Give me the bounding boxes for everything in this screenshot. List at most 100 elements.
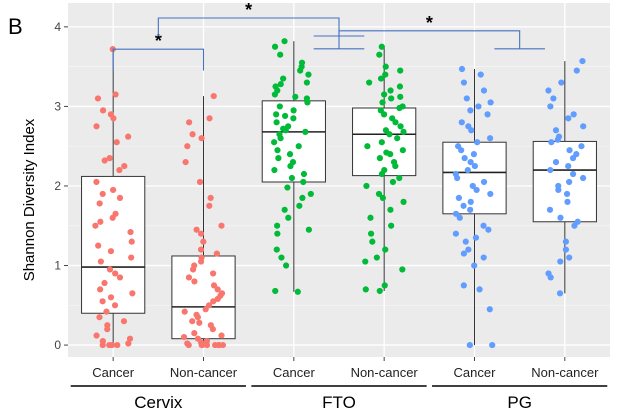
data-point <box>277 51 284 58</box>
data-point <box>476 286 483 293</box>
data-point <box>382 246 389 253</box>
data-point <box>367 214 374 221</box>
data-point <box>486 306 493 313</box>
data-point <box>552 127 560 134</box>
data-point <box>125 340 132 347</box>
panel-background <box>68 3 610 357</box>
data-point <box>381 282 388 289</box>
data-point <box>196 319 203 326</box>
data-point <box>464 166 471 174</box>
data-point <box>376 51 383 58</box>
data-point <box>186 119 193 126</box>
data-point <box>463 95 470 102</box>
data-point <box>380 111 388 118</box>
data-point <box>185 274 193 281</box>
data-point <box>547 166 554 174</box>
data-point <box>214 286 221 293</box>
data-point <box>381 91 388 98</box>
data-point <box>189 131 196 138</box>
significance-bracket: * <box>112 31 205 71</box>
data-point <box>580 123 587 130</box>
data-point <box>397 93 404 100</box>
data-point <box>566 178 573 186</box>
data-point <box>128 238 135 245</box>
data-point <box>456 214 463 221</box>
x-tick-label: Non-cancer <box>351 365 419 380</box>
data-point <box>460 282 467 289</box>
data-point <box>307 190 314 198</box>
data-point <box>271 43 279 50</box>
data-point <box>116 194 124 201</box>
data-point <box>480 178 488 186</box>
data-point <box>292 93 299 100</box>
data-point <box>282 127 289 134</box>
data-point <box>196 178 204 186</box>
data-point <box>189 318 196 325</box>
data-point <box>487 190 494 198</box>
significance-bracket: * <box>313 13 545 50</box>
data-point <box>571 222 578 229</box>
data-point <box>565 115 572 122</box>
data-point <box>184 143 191 150</box>
data-point <box>274 147 281 154</box>
data-point <box>202 306 209 313</box>
data-point <box>460 79 468 86</box>
data-point <box>303 79 310 86</box>
bracket-line <box>157 17 340 36</box>
data-point <box>366 79 373 86</box>
data-point <box>104 326 111 333</box>
y-tick-label: 0 <box>54 338 61 352</box>
data-point <box>399 266 406 273</box>
data-point <box>378 170 386 178</box>
data-point <box>387 206 394 213</box>
data-point <box>480 254 487 261</box>
data-point <box>467 206 474 213</box>
data-point <box>557 214 564 221</box>
data-point <box>273 111 280 118</box>
data-point <box>96 200 103 207</box>
data-point <box>299 194 306 201</box>
data-point <box>99 341 106 349</box>
data-point <box>93 178 100 186</box>
data-point <box>297 67 304 74</box>
data-point <box>304 99 311 106</box>
data-point <box>379 99 386 106</box>
data-point <box>562 238 570 245</box>
bracket-line <box>338 30 521 49</box>
data-point <box>271 139 278 146</box>
data-point <box>396 174 403 182</box>
data-point <box>125 133 132 140</box>
data-point <box>210 92 217 100</box>
data-point <box>397 67 404 74</box>
data-point <box>300 178 307 186</box>
data-point <box>547 103 554 110</box>
data-point <box>382 63 389 70</box>
data-point <box>550 95 557 102</box>
data-point <box>189 266 197 273</box>
data-point <box>111 302 119 309</box>
data-point <box>92 222 99 229</box>
data-point <box>399 147 406 154</box>
data-point <box>106 266 114 273</box>
data-point <box>563 190 571 198</box>
data-point <box>469 182 476 190</box>
plot-panel <box>68 3 610 357</box>
data-point <box>216 341 223 349</box>
data-point <box>99 107 107 114</box>
data-point <box>185 341 192 349</box>
group-label-fto: FTO <box>322 393 356 412</box>
significance-star: * <box>155 31 162 51</box>
data-point <box>467 198 474 205</box>
box-fto-non-cancer <box>352 43 417 295</box>
x-tick-label: Cancer <box>92 365 135 380</box>
data-point <box>573 67 580 74</box>
data-point <box>387 151 394 158</box>
group-label-cervix: Cervix <box>134 393 183 412</box>
data-point <box>93 332 100 339</box>
data-point <box>129 290 136 297</box>
data-point <box>110 186 117 194</box>
data-point <box>295 143 302 150</box>
data-point <box>273 246 280 253</box>
data-point <box>128 254 135 261</box>
